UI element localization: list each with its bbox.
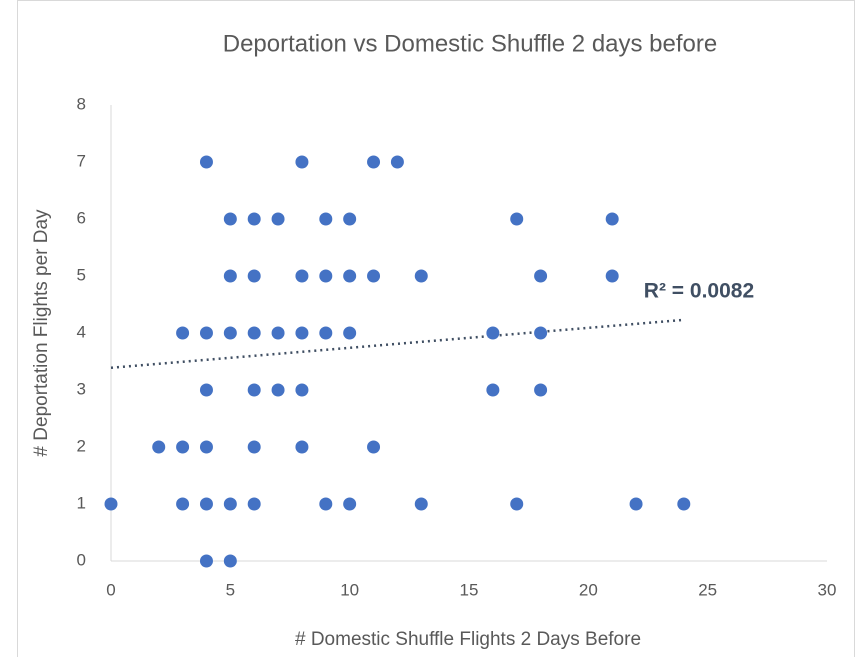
- point: [534, 269, 548, 283]
- point: [199, 440, 213, 454]
- y-tick-label: 4: [77, 322, 86, 341]
- y-axis-label: # Deportation Flights per Day: [31, 209, 52, 457]
- y-tick-label: 1: [77, 493, 86, 512]
- point: [367, 155, 381, 169]
- point: [295, 440, 309, 454]
- y-tick-label: 0: [77, 550, 86, 569]
- point: [223, 326, 237, 340]
- chart-title: Deportation vs Domestic Shuffle 2 days b…: [223, 30, 717, 57]
- point: [605, 269, 619, 283]
- point: [176, 497, 190, 511]
- point: [319, 212, 333, 226]
- y-tick-label: 8: [77, 94, 86, 113]
- point: [629, 497, 643, 511]
- point: [343, 212, 357, 226]
- point: [152, 440, 166, 454]
- point: [271, 326, 285, 340]
- point: [223, 212, 237, 226]
- x-tick-label: 20: [579, 580, 598, 599]
- point: [534, 383, 548, 397]
- point: [223, 554, 237, 568]
- point: [486, 383, 500, 397]
- y-tick-label: 2: [77, 436, 86, 455]
- x-tick-label: 0: [106, 580, 115, 599]
- point: [343, 497, 357, 511]
- trendline-label: R² = 0.0082: [644, 279, 754, 302]
- point: [343, 326, 357, 340]
- point: [247, 212, 261, 226]
- y-tick-label: 6: [77, 208, 86, 227]
- point: [343, 269, 357, 283]
- x-tick-label: 25: [698, 580, 717, 599]
- point: [414, 497, 428, 511]
- point: [199, 497, 213, 511]
- point: [510, 497, 524, 511]
- point: [247, 269, 261, 283]
- point: [295, 383, 309, 397]
- point: [319, 497, 333, 511]
- point: [367, 440, 381, 454]
- point: [271, 383, 285, 397]
- point: [295, 326, 309, 340]
- point: [199, 554, 213, 568]
- point: [605, 212, 619, 226]
- point: [199, 383, 213, 397]
- point: [319, 326, 333, 340]
- point: [486, 326, 500, 340]
- point: [534, 326, 548, 340]
- point: [247, 497, 261, 511]
- point: [295, 155, 309, 169]
- chart-border: [17, 0, 855, 657]
- point: [247, 383, 261, 397]
- y-tick-label: 5: [77, 265, 86, 284]
- x-tick-label: 15: [460, 580, 479, 599]
- point: [510, 212, 524, 226]
- point: [247, 326, 261, 340]
- point: [176, 326, 190, 340]
- point: [104, 497, 118, 511]
- point: [247, 440, 261, 454]
- y-tick-label: 7: [77, 151, 86, 170]
- point: [199, 326, 213, 340]
- x-tick-label: 10: [340, 580, 359, 599]
- x-tick-label: 5: [226, 580, 235, 599]
- point: [319, 269, 333, 283]
- point: [390, 155, 404, 169]
- point: [295, 269, 309, 283]
- x-tick-label: 30: [818, 580, 837, 599]
- x-axis-label: # Domestic Shuffle Flights 2 Days Before: [295, 629, 641, 650]
- point: [223, 269, 237, 283]
- point: [677, 497, 691, 511]
- point: [414, 269, 428, 283]
- point: [176, 440, 190, 454]
- point: [199, 155, 213, 169]
- point: [223, 497, 237, 511]
- point: [367, 269, 381, 283]
- point: [271, 212, 285, 226]
- y-tick-label: 3: [77, 379, 86, 398]
